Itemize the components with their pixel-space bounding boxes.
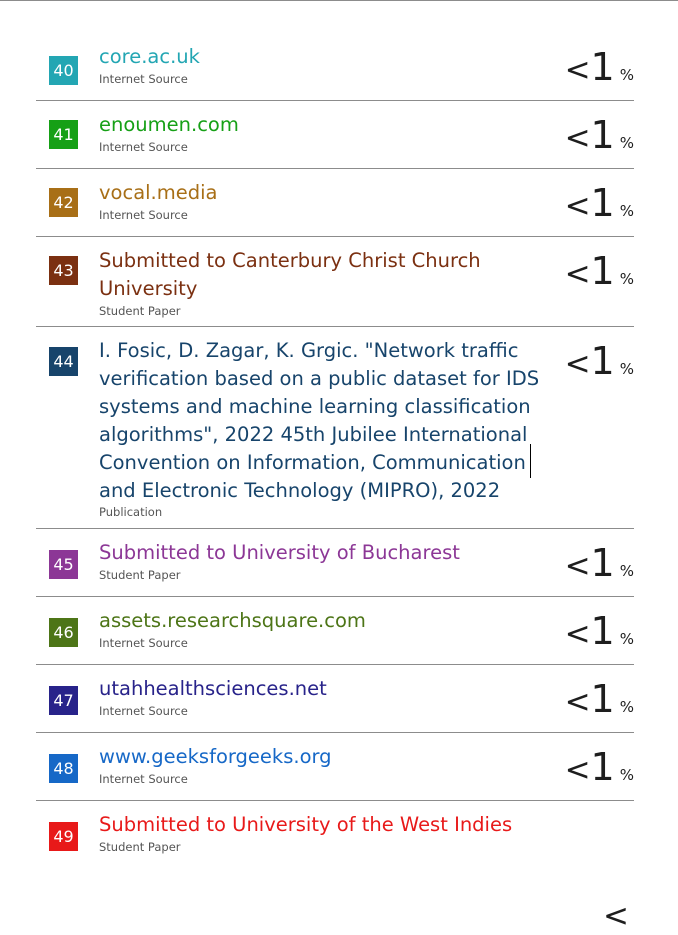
match-percentage: <: [603, 891, 634, 934]
source-title-line: Submitted to Canterbury Christ Church: [99, 249, 481, 272]
percent-sign: %: [619, 630, 634, 648]
percent-prefix: <: [564, 52, 591, 88]
percent-value: 1: [590, 113, 615, 157]
source-type: Internet Source: [99, 636, 188, 650]
percent-prefix: <: [564, 256, 591, 292]
source-row-46[interactable]: 46 assets.researchsquare.com Internet So…: [36, 597, 634, 665]
source-row-43[interactable]: 43 Submitted to Canterbury Christ Church…: [36, 237, 634, 327]
percent-sign: %: [619, 766, 634, 784]
percent-sign: %: [619, 270, 634, 288]
percent-sign: %: [619, 562, 634, 580]
percent-prefix: <: [564, 120, 591, 156]
source-row-45[interactable]: 45 Submitted to University of Bucharest …: [36, 529, 634, 597]
percent-prefix: <: [564, 188, 591, 224]
source-title-line: Submitted to University of Bucharest: [99, 541, 460, 564]
percent-value: 1: [590, 745, 615, 789]
source-type: Student Paper: [99, 568, 181, 582]
source-type: Internet Source: [99, 72, 188, 86]
match-percentage: <1%: [564, 45, 634, 89]
percent-value: 1: [590, 45, 615, 89]
match-percentage: <1%: [564, 181, 634, 225]
percent-value: 1: [590, 609, 615, 653]
source-title-line: www.geeksforgeeks.org: [99, 745, 332, 768]
percent-sign: %: [619, 134, 634, 152]
source-title-line: algorithms", 2022 45th Jubilee Internati…: [99, 423, 528, 446]
source-number-badge: 49: [49, 822, 78, 851]
source-title-line: systems and machine learning classificat…: [99, 395, 531, 418]
percent-prefix: <: [603, 898, 629, 934]
percent-prefix: <: [564, 616, 591, 652]
source-type: Internet Source: [99, 208, 188, 222]
source-row-49[interactable]: 49 Submitted to University of the West I…: [36, 801, 634, 934]
source-title[interactable]: enoumen.com: [99, 111, 539, 139]
source-title-line: core.ac.uk: [99, 45, 200, 68]
source-title-line: and Electronic Technology (MIPRO), 2022: [99, 479, 501, 502]
source-title-line: Convention on Information, Communication: [99, 451, 526, 474]
percent-prefix: <: [564, 346, 591, 382]
match-percentage: <1%: [564, 113, 634, 157]
source-number-badge: 40: [49, 56, 78, 85]
source-title[interactable]: Submitted to University of the West Indi…: [99, 811, 539, 839]
percent-sign: %: [619, 202, 634, 220]
match-percentage: <1%: [564, 609, 634, 653]
source-title-line: enoumen.com: [99, 113, 239, 136]
percent-value: 1: [590, 541, 615, 585]
source-title-line: vocal.media: [99, 181, 218, 204]
percent-value: 1: [590, 677, 615, 721]
source-number-badge: 42: [49, 188, 78, 217]
source-number-badge: 44: [49, 347, 78, 376]
source-title[interactable]: Submitted to University of Bucharest: [99, 539, 539, 567]
source-type: Internet Source: [99, 772, 188, 786]
percent-sign: %: [619, 360, 634, 378]
top-divider: [0, 0, 678, 1]
source-title[interactable]: core.ac.uk: [99, 43, 539, 71]
source-title[interactable]: Submitted to Canterbury Christ Church Un…: [99, 247, 539, 303]
percent-sign: %: [619, 66, 634, 84]
source-title-line: I. Fosic, D. Zagar, K. Grgic. "Network t…: [99, 339, 519, 362]
percent-prefix: <: [564, 684, 591, 720]
match-sources-list: 40 core.ac.uk Internet Source <1% 41 eno…: [36, 33, 634, 934]
percent-value: 1: [590, 181, 615, 225]
match-percentage: <1%: [564, 677, 634, 721]
match-percentage: <1%: [564, 745, 634, 789]
source-row-42[interactable]: 42 vocal.media Internet Source <1%: [36, 169, 634, 237]
source-title-line: utahhealthsciences.net: [99, 677, 327, 700]
text-cursor: [530, 444, 531, 478]
source-title-line: Submitted to University of the West Indi…: [99, 813, 513, 836]
source-number-badge: 43: [49, 256, 78, 285]
match-percentage: <1%: [564, 541, 634, 585]
source-type: Internet Source: [99, 704, 188, 718]
source-title[interactable]: utahhealthsciences.net: [99, 675, 539, 703]
source-title[interactable]: assets.researchsquare.com: [99, 607, 539, 635]
source-type: Publication: [99, 505, 163, 519]
source-number-badge: 48: [49, 754, 78, 783]
source-row-40[interactable]: 40 core.ac.uk Internet Source <1%: [36, 33, 634, 101]
source-row-41[interactable]: 41 enoumen.com Internet Source <1%: [36, 101, 634, 169]
percent-sign: %: [619, 698, 634, 716]
source-title-line: verification based on a public dataset f…: [99, 367, 540, 390]
source-title[interactable]: www.geeksforgeeks.org: [99, 743, 539, 771]
percent-prefix: <: [564, 752, 591, 788]
source-row-48[interactable]: 48 www.geeksforgeeks.org Internet Source…: [36, 733, 634, 801]
source-number-badge: 45: [49, 550, 78, 579]
percent-prefix: <: [564, 548, 591, 584]
source-title-line: assets.researchsquare.com: [99, 609, 366, 632]
source-row-47[interactable]: 47 utahhealthsciences.net Internet Sourc…: [36, 665, 634, 733]
source-title[interactable]: I. Fosic, D. Zagar, K. Grgic. "Network t…: [99, 337, 539, 505]
source-type: Internet Source: [99, 140, 188, 154]
source-number-badge: 41: [49, 120, 78, 149]
source-row-44[interactable]: 44 I. Fosic, D. Zagar, K. Grgic. "Networ…: [36, 327, 634, 529]
source-type: Student Paper: [99, 304, 181, 318]
source-number-badge: 47: [49, 686, 78, 715]
match-percentage: <1%: [564, 339, 634, 383]
percent-value: 1: [590, 249, 615, 293]
source-title[interactable]: vocal.media: [99, 179, 539, 207]
source-number-badge: 46: [49, 618, 78, 647]
source-type: Student Paper: [99, 840, 181, 854]
percent-value: 1: [590, 339, 615, 383]
source-title-line: University: [99, 277, 198, 300]
match-percentage: <1%: [564, 249, 634, 293]
